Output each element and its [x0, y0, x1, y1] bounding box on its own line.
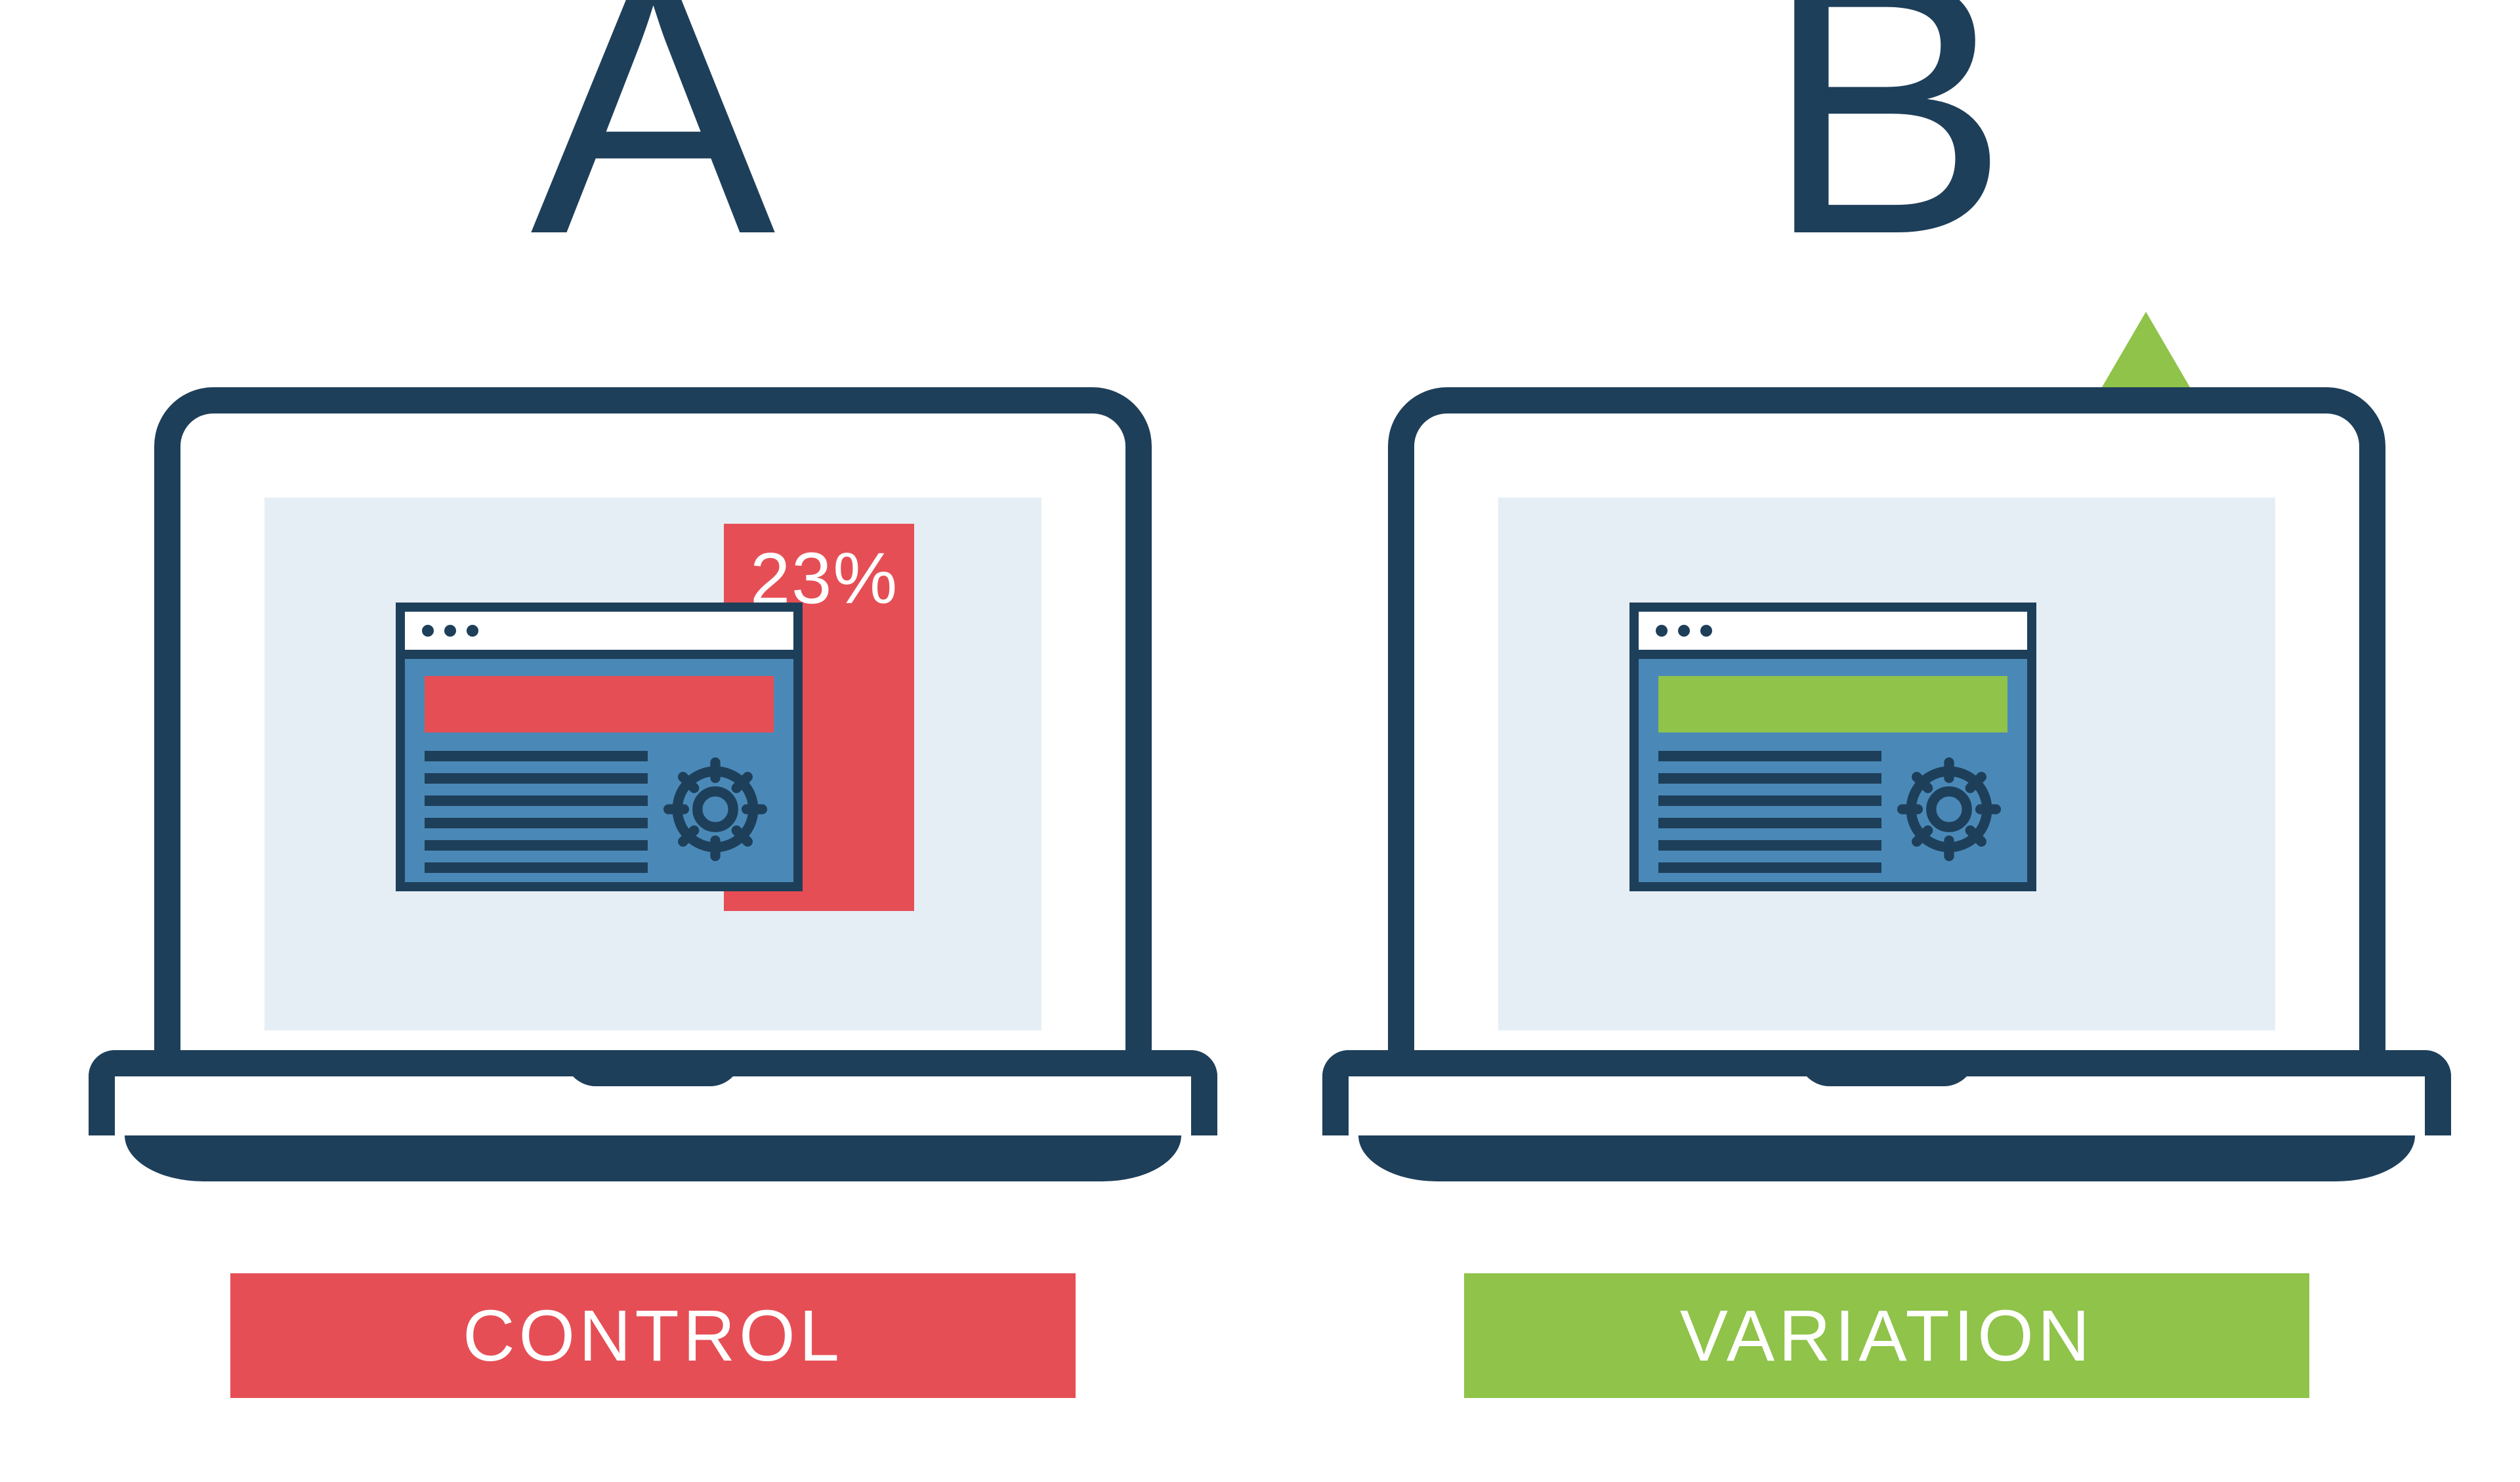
- panel-b-laptop: [1322, 387, 2451, 1214]
- panel-a-browser-window: [396, 603, 803, 891]
- panel-a-label-text: CONTROL: [463, 1294, 843, 1378]
- window-dot-icon: [1678, 625, 1690, 637]
- panel-b-browser-window: [1629, 603, 2036, 891]
- panel-a: A 23%: [79, 0, 1227, 1482]
- panel-b: B 37%: [1312, 0, 2461, 1482]
- text-lines-icon: [425, 751, 648, 885]
- panel-b-hero-bar: [1658, 676, 2007, 732]
- window-dot-icon: [1656, 625, 1668, 637]
- window-dot-icon: [422, 625, 434, 637]
- panel-b-label-text: VARIATION: [1680, 1294, 2094, 1378]
- gear-icon: [1893, 753, 2005, 865]
- infographic-stage: A 23%: [0, 0, 2520, 1482]
- window-dot-icon: [467, 625, 478, 637]
- panel-a-laptop: 23%: [89, 387, 1217, 1214]
- panel-a-label-button: CONTROL: [230, 1273, 1076, 1398]
- text-lines-icon: [1658, 751, 1881, 885]
- window-dot-icon: [444, 625, 456, 637]
- panel-b-label-button: VARIATION: [1464, 1273, 2309, 1398]
- panel-b-letter: B: [1764, 0, 2009, 289]
- gear-icon: [660, 753, 771, 865]
- window-dot-icon: [1700, 625, 1712, 637]
- panel-a-letter: A: [530, 0, 776, 289]
- panel-a-hero-bar: [425, 676, 774, 732]
